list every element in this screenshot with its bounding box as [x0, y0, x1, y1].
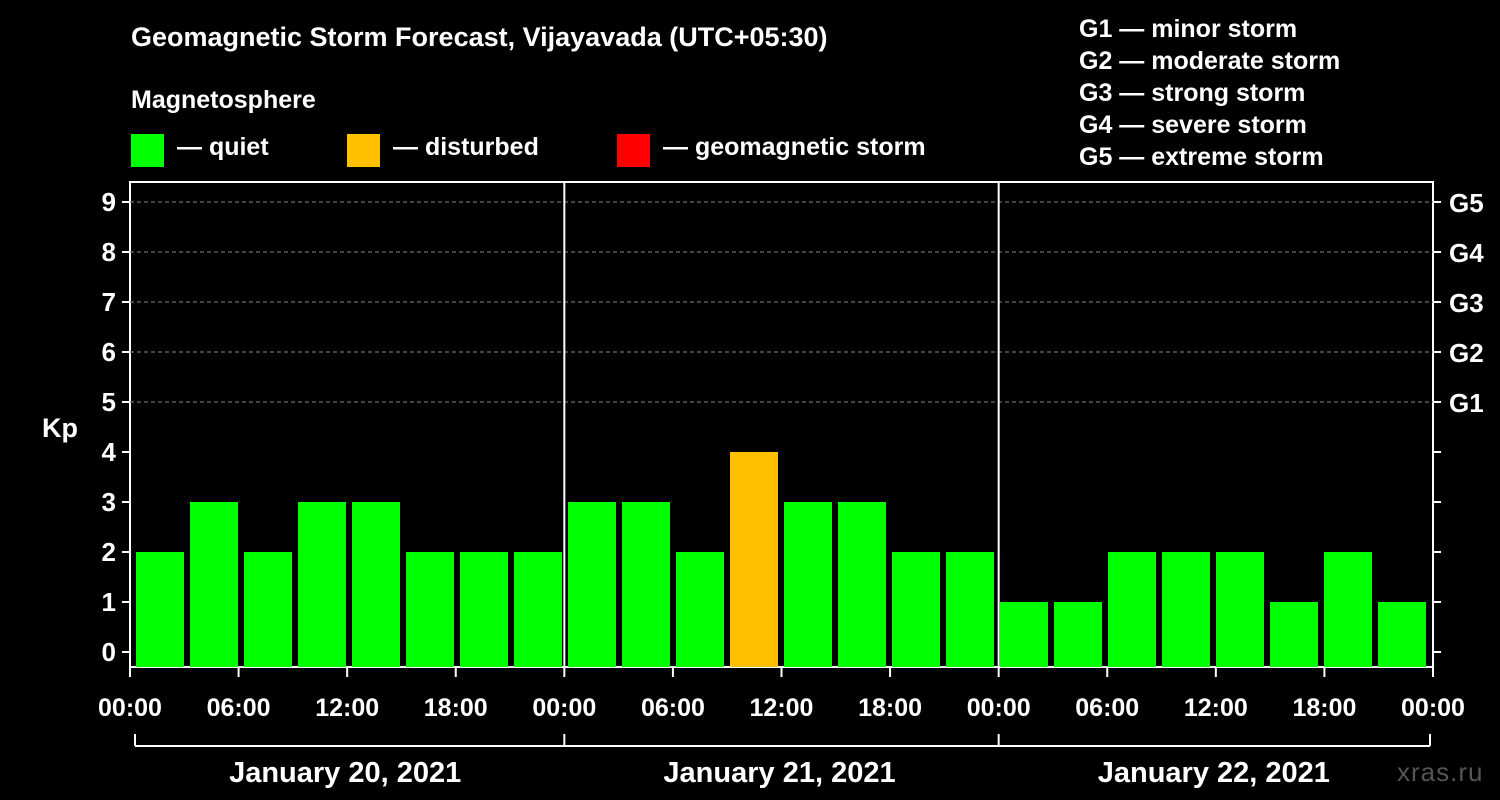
x-tick-label: 12:00 [750, 694, 814, 722]
x-tick-label: 12:00 [315, 694, 379, 722]
legend-swatch-disturbed [347, 134, 380, 167]
kp-bar [1162, 552, 1210, 667]
x-tick-label: 18:00 [424, 694, 488, 722]
kp-bar [838, 502, 886, 667]
kp-bar [190, 502, 238, 667]
y-axis-label: Kp [42, 413, 78, 443]
kp-bar [784, 502, 832, 667]
y-tick-label: 7 [102, 287, 116, 317]
legend-heading: Magnetosphere [131, 86, 316, 114]
storm-scale-g5: G5 — extreme storm [1079, 143, 1324, 171]
y-tick-label: 9 [102, 187, 116, 217]
kp-bar [244, 552, 292, 667]
x-tick-label: 12:00 [1184, 694, 1248, 722]
kp-bar [1108, 552, 1156, 667]
y-tick-label: 0 [102, 637, 116, 667]
kp-bar [460, 552, 508, 667]
kp-bar [352, 502, 400, 667]
day-label: January 21, 2021 [663, 757, 895, 789]
y-tick-label: 4 [102, 437, 117, 467]
legend-label-quiet: — quiet [177, 133, 269, 161]
kp-bar [676, 552, 724, 667]
legend-swatch-quiet [131, 134, 164, 167]
storm-scale-g4: G4 — severe storm [1079, 111, 1307, 139]
storm-level-label: G3 [1449, 288, 1484, 318]
x-tick-label: 18:00 [1292, 694, 1356, 722]
day-label: January 20, 2021 [229, 757, 461, 789]
kp-bar [1216, 552, 1264, 667]
legend-label-disturbed: — disturbed [393, 133, 539, 161]
day-label: January 22, 2021 [1098, 757, 1330, 789]
watermark: xras.ru [1397, 757, 1484, 787]
kp-bar [730, 452, 778, 667]
x-tick-label: 06:00 [1075, 694, 1139, 722]
x-tick-label: 00:00 [1401, 694, 1465, 722]
x-tick-label: 00:00 [967, 694, 1031, 722]
x-tick-label: 00:00 [98, 694, 162, 722]
kp-bar [406, 552, 454, 667]
x-tick-label: 18:00 [858, 694, 922, 722]
legend-swatch-storm [617, 134, 650, 167]
kp-bar [892, 552, 940, 667]
y-tick-label: 1 [102, 587, 116, 617]
kp-bar [622, 502, 670, 667]
x-tick-label: 06:00 [641, 694, 705, 722]
kp-bar [946, 552, 994, 667]
kp-bar [136, 552, 184, 667]
kp-bar [1270, 602, 1318, 667]
kp-bar [1000, 602, 1048, 667]
kp-bar [514, 552, 562, 667]
storm-level-label: G4 [1449, 238, 1484, 268]
storm-level-label: G1 [1449, 388, 1484, 418]
y-tick-label: 5 [102, 387, 116, 417]
kp-bar [568, 502, 616, 667]
x-tick-label: 06:00 [207, 694, 271, 722]
x-tick-label: 00:00 [532, 694, 596, 722]
storm-scale-g1: G1 — minor storm [1079, 15, 1298, 43]
legend-label-storm: — geomagnetic storm [663, 133, 926, 161]
y-tick-label: 6 [102, 337, 116, 367]
storm-level-label: G5 [1449, 188, 1484, 218]
chart-title: Geomagnetic Storm Forecast, Vijayavada (… [131, 22, 828, 52]
storm-scale-g2: G2 — moderate storm [1079, 47, 1341, 75]
kp-bar [298, 502, 346, 667]
kp-bar [1054, 602, 1102, 667]
storm-level-label: G2 [1449, 338, 1484, 368]
y-tick-label: 3 [102, 487, 116, 517]
storm-scale-g3: G3 — strong storm [1079, 79, 1306, 107]
kp-bar [1378, 602, 1426, 667]
y-tick-label: 2 [102, 537, 116, 567]
y-tick-label: 8 [102, 237, 116, 267]
kp-bar [1324, 552, 1372, 667]
